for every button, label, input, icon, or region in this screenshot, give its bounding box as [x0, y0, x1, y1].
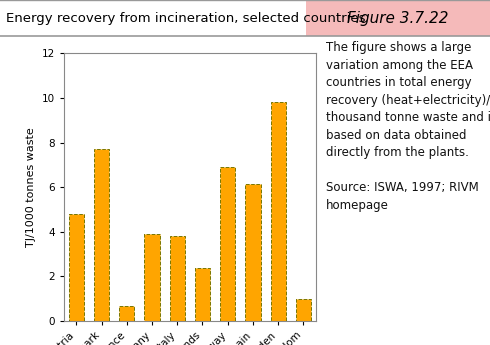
Bar [145, 234, 160, 321]
Bar [296, 298, 311, 321]
Bar [170, 236, 185, 321]
Bar [270, 102, 286, 321]
Y-axis label: TJ/1000 tonnes waste: TJ/1000 tonnes waste [26, 127, 36, 247]
Bar [94, 149, 109, 321]
Text: The figure shows a large
variation among the EEA
countries in total energy
recov: The figure shows a large variation among… [326, 41, 490, 212]
Bar [69, 214, 84, 321]
Bar [220, 167, 235, 321]
Bar [245, 184, 261, 321]
Text: Figure 3.7.22: Figure 3.7.22 [347, 11, 449, 26]
Bar [119, 306, 134, 321]
Bar [195, 268, 210, 321]
Text: Energy recovery from incineration, selected countries: Energy recovery from incineration, selec… [6, 12, 366, 24]
